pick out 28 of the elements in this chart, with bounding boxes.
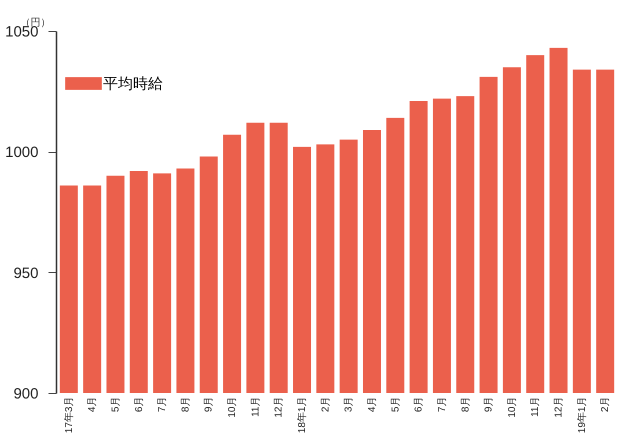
x-tick-label: 4月 [87,396,98,412]
x-tick-label: 19年1月 [576,396,588,434]
x-tick-label: 10月 [227,396,238,418]
x-tick-label: 11月 [530,396,542,417]
x-tick-label: 9月 [204,396,215,412]
x-tick-label: 5月 [110,396,122,412]
x-tick-label: 8月 [460,396,472,412]
x-tick-label: 12月 [554,396,565,418]
x-tick-label: 11月 [250,396,262,417]
x-tick-label: 9月 [484,396,495,412]
x-tick-label: 5月 [390,396,402,412]
x-tick-label: 3月 [344,396,355,412]
legend-label: 平均時給 [103,76,163,92]
x-tick-label: 8月 [180,396,192,412]
x-tick-label: 4月 [366,396,378,412]
x-tick-label: 17年3月 [62,396,75,434]
x-tick-label: 10月 [506,396,518,418]
x-tick-label: 6月 [134,396,145,412]
y-tick-label: 900 [13,386,38,402]
x-tick-label: 7月 [436,396,448,412]
x-tick-label: 7月 [157,396,168,412]
y-tick-label: 1000 [5,144,38,162]
x-tick-label: 18年1月 [296,396,308,434]
y-tick-label: 950 [13,264,38,282]
x-tick-label: 2月 [320,396,332,412]
x-tick-label: 6月 [414,396,425,412]
x-tick-label: 12月 [274,396,285,418]
x-tick-label: 2月 [600,396,612,412]
